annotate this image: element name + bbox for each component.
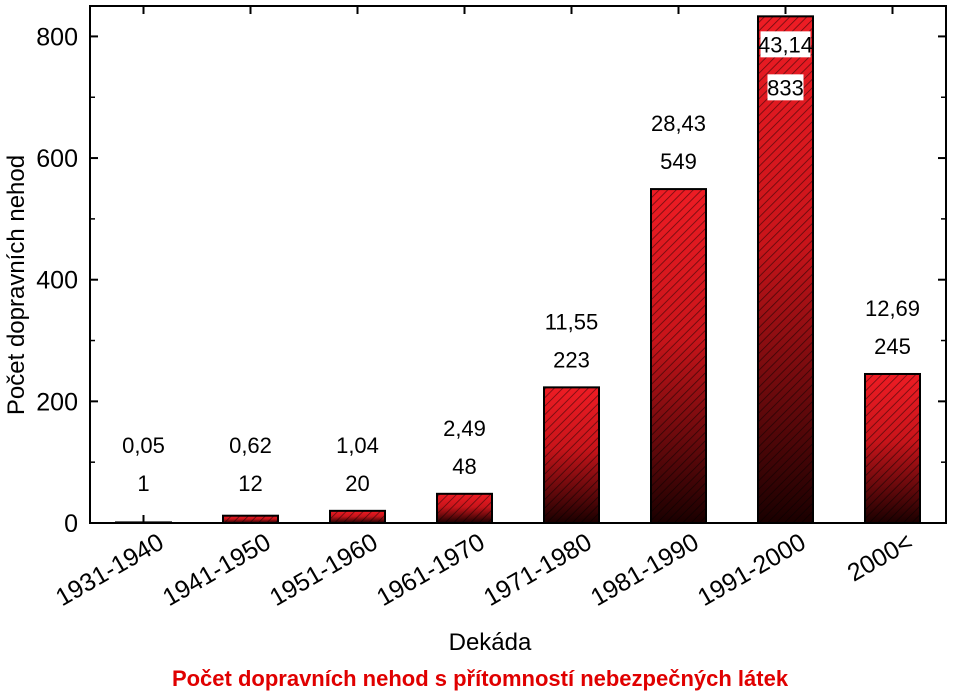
bar — [864, 372, 921, 525]
percent-label: 28,43 — [651, 111, 706, 136]
bars — [115, 15, 921, 525]
bar — [650, 188, 707, 524]
x-tick-label: 1941-1950 — [158, 528, 276, 612]
x-tick-label: 1991-2000 — [693, 528, 811, 612]
value-label: 223 — [553, 347, 590, 372]
bar — [436, 492, 493, 525]
bar-outline — [329, 509, 386, 525]
bar-outline — [543, 386, 600, 524]
y-tick-label: 600 — [36, 145, 78, 173]
value-label: 245 — [874, 334, 911, 359]
percent-label: 43,14 — [758, 32, 813, 57]
bar — [757, 15, 814, 525]
bar-outline — [115, 521, 172, 525]
bar-chart: 0 200 400 600 800 1931-19401941-19501951-196… — [3, 5, 947, 656]
bar-outline — [864, 372, 921, 525]
x-tick-label: 1961-1970 — [372, 528, 490, 612]
percent-label: 12,69 — [865, 296, 920, 321]
value-label: 1 — [137, 471, 149, 496]
value-label: 12 — [238, 471, 262, 496]
percent-label: 2,49 — [443, 416, 486, 441]
value-label: 48 — [452, 454, 476, 479]
y-tick-label: 200 — [36, 388, 78, 416]
bar-outline — [757, 15, 814, 525]
y-axis: 0 200 400 600 800 — [36, 23, 946, 538]
value-label: 549 — [660, 149, 697, 174]
bar — [115, 521, 172, 525]
value-label: 20 — [345, 471, 369, 496]
bar — [329, 509, 386, 525]
data-label-bg — [760, 31, 811, 58]
value-label: 833 — [767, 75, 804, 100]
percent-label: 0,05 — [122, 433, 165, 458]
x-tick-label: 1931-1940 — [51, 528, 169, 612]
data-label-bg — [767, 74, 804, 101]
x-tick-label: 1951-1960 — [265, 528, 383, 612]
bar-outline — [222, 514, 279, 524]
y-tick-label: 400 — [36, 267, 78, 295]
bar — [543, 386, 600, 524]
plot-frame — [89, 5, 947, 524]
x-axis-title: Dekáda — [449, 629, 532, 656]
bar — [222, 514, 279, 524]
x-tick-label: 2000< — [843, 528, 918, 587]
bar-labels: 0,05 1 0,62 12 1,04 20 2,49 48 11,55 223 28,43 549 4… — [122, 31, 920, 496]
percent-label: 0,62 — [229, 433, 272, 458]
y-tick-label: 800 — [36, 23, 78, 51]
y-tick-label: 0 — [64, 510, 78, 538]
x-tick-label: 1971-1980 — [479, 528, 597, 612]
bar-outline — [650, 188, 707, 524]
bar-outline — [436, 492, 493, 525]
percent-label: 11,55 — [545, 309, 598, 334]
x-tick-label: 1981-1990 — [586, 528, 704, 612]
plot-area — [89, 5, 947, 524]
chart-caption: Počet dopravních nehod s přítomností neb… — [171, 666, 789, 691]
y-axis-title: Počet dopravních nehod — [3, 155, 30, 415]
percent-label: 1,04 — [336, 433, 379, 458]
